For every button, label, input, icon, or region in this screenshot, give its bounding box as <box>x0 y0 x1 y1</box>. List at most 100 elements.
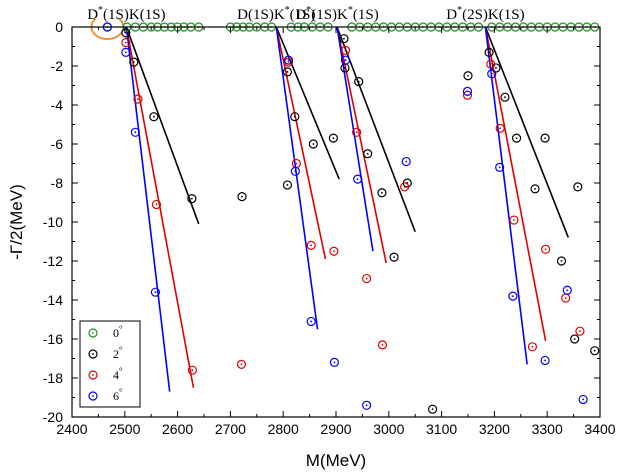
data-point-center <box>405 160 408 163</box>
y-tick-label: -4 <box>51 97 64 113</box>
y-tick-label: -2 <box>51 58 64 74</box>
data-point-center <box>152 115 155 118</box>
legend-label: 4° <box>113 366 123 382</box>
data-point-center <box>582 398 585 401</box>
data-point <box>133 94 143 104</box>
data-point <box>308 139 318 149</box>
data-point-center <box>560 260 563 262</box>
data-point-center <box>332 137 335 140</box>
data-point-center <box>240 363 243 366</box>
data-point-center <box>293 115 296 118</box>
data-point-center <box>286 184 289 186</box>
data-point <box>484 47 494 57</box>
data-point-center <box>343 37 345 40</box>
data-point-center <box>310 320 313 323</box>
data-point <box>495 123 505 133</box>
data-point-center <box>355 131 358 134</box>
x-tick-label: 3000 <box>373 421 404 437</box>
plot-area <box>90 19 600 414</box>
x-axis-title: M(MeV) <box>306 451 366 470</box>
fit-line <box>125 26 200 225</box>
data-point-center <box>511 295 514 297</box>
legend-marker-center <box>92 353 94 355</box>
data-point-center <box>344 59 347 62</box>
data-point-center <box>332 250 335 253</box>
data-point <box>400 182 410 192</box>
data-point <box>487 69 497 79</box>
threshold-label: D*(1S)K(1S) <box>87 5 165 23</box>
y-tick-label: 0 <box>55 19 63 35</box>
data-point-center <box>495 67 497 69</box>
x-tick-label: 3200 <box>479 421 510 437</box>
data-point-center <box>544 359 546 362</box>
data-point-center <box>515 137 518 140</box>
data-point <box>129 57 139 67</box>
data-point-center <box>137 98 139 101</box>
fit-line <box>336 26 416 233</box>
data-point-center <box>124 41 127 44</box>
data-point-center <box>357 80 360 83</box>
data-point-center <box>356 178 359 181</box>
data-point <box>340 45 351 56</box>
y-tick-label: -20 <box>43 409 63 425</box>
data-point-center <box>544 248 547 251</box>
x-tick-label: 2700 <box>215 421 246 437</box>
data-point <box>236 359 247 369</box>
x-tick-label: 3300 <box>532 421 563 437</box>
data-point <box>495 162 505 172</box>
data-point <box>329 246 339 256</box>
data-point <box>570 334 580 344</box>
legend-marker <box>88 328 98 338</box>
data-point-center <box>312 143 315 145</box>
data-point <box>237 192 247 202</box>
data-point <box>150 287 161 297</box>
data-point <box>363 149 373 159</box>
data-point-center <box>490 72 493 75</box>
data-point <box>328 133 338 143</box>
data-point <box>290 166 300 176</box>
legend-marker-center <box>92 332 94 334</box>
data-point <box>527 342 538 352</box>
axes: 2400 2500 2600 2700 2800 2900 3000 3100 3200 3300… <box>43 5 616 437</box>
data-point <box>389 252 399 262</box>
x-tick-label: 2900 <box>320 421 351 437</box>
data-point <box>283 55 294 65</box>
data-point <box>486 59 496 69</box>
fit-line <box>336 26 374 252</box>
data-point-center <box>466 90 469 93</box>
data-point-center <box>403 186 406 188</box>
data-point <box>556 256 567 266</box>
legend-marker-center <box>92 374 94 376</box>
data-point-center <box>287 61 290 63</box>
data-point-center <box>344 49 347 52</box>
data-point <box>500 92 510 102</box>
data-point <box>282 67 293 77</box>
data-point <box>290 112 300 122</box>
x-tick-label: 3100 <box>426 421 457 437</box>
data-point <box>575 326 585 336</box>
data-point-center <box>365 277 368 280</box>
data-point <box>130 127 140 137</box>
data-point <box>306 316 316 327</box>
data-point <box>187 365 197 375</box>
data-point <box>282 180 293 190</box>
data-point-center <box>132 61 135 63</box>
data-point <box>540 133 550 143</box>
data-point-center <box>295 162 298 165</box>
data-point <box>306 240 316 250</box>
data-point <box>428 404 438 414</box>
data-point <box>354 76 364 87</box>
fit-line <box>275 26 340 180</box>
data-point-center <box>513 219 515 221</box>
legend-label: 6° <box>113 387 123 403</box>
data-point <box>151 199 162 210</box>
data-point <box>121 47 131 57</box>
threshold-label: D(1S)K*(1S) <box>237 5 315 23</box>
data-point-center <box>593 349 596 352</box>
data-point-center <box>393 256 395 258</box>
legend-marker <box>88 370 98 380</box>
y-tick-label: -18 <box>43 370 63 386</box>
data-point-center <box>431 408 434 411</box>
fit-line <box>125 26 171 392</box>
data-point-center <box>286 70 289 73</box>
